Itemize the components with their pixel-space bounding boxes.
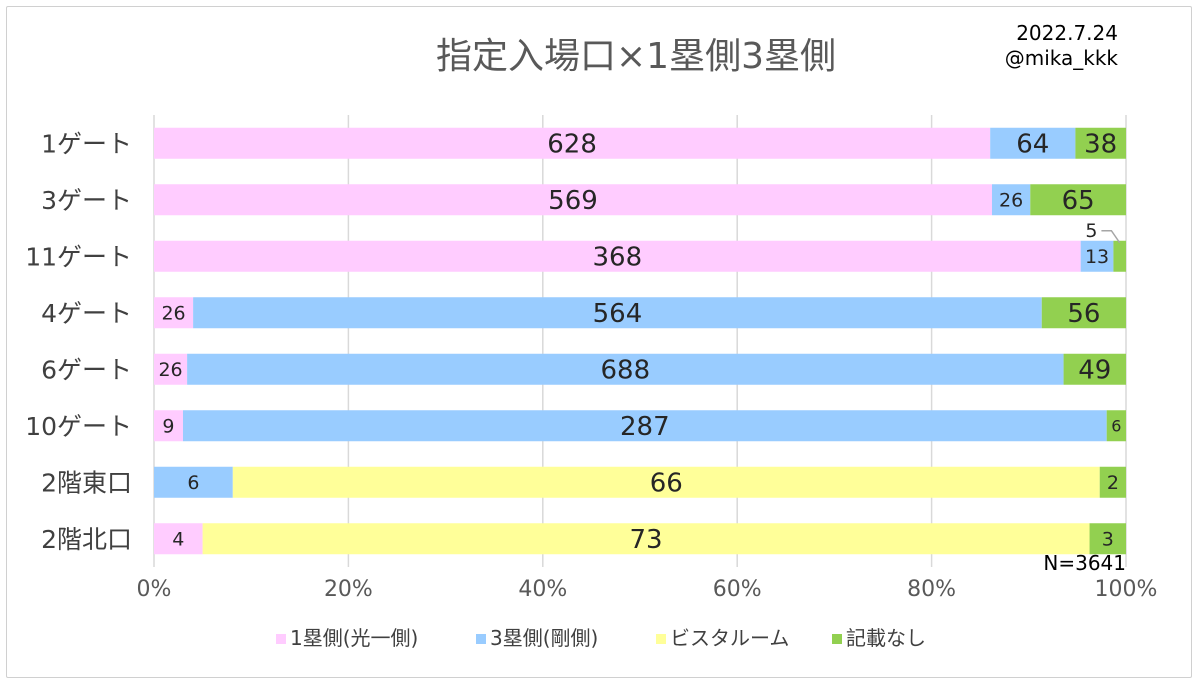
data-label: 38 — [1084, 130, 1117, 160]
data-label: 26 — [999, 190, 1023, 212]
bar-segment — [182, 410, 1107, 442]
chart-frame — [6, 6, 1192, 678]
bar-segment — [154, 127, 991, 159]
data-label: 26 — [158, 359, 182, 381]
bar-segment — [193, 297, 1042, 329]
data-label: 9 — [162, 416, 174, 438]
bar-segment — [154, 184, 992, 216]
bar-segment — [154, 353, 188, 385]
bar-segment — [991, 184, 1031, 216]
bar-segment — [1099, 466, 1126, 498]
x-tick-label: 100% — [1095, 577, 1158, 602]
sample-size-note: N=3641 — [1043, 551, 1126, 575]
legend-swatch — [832, 634, 842, 644]
category-label: 2階北口 — [41, 525, 132, 554]
x-tick-label: 60% — [713, 577, 762, 602]
legend-swatch — [476, 634, 486, 644]
bar-segment — [990, 127, 1076, 159]
category-label: 1ゲート — [41, 129, 132, 158]
legend: 1塁側(光一側) 3塁側(剛側) ビスタルーム 記載なし — [276, 626, 926, 650]
data-label: 49 — [1078, 356, 1111, 386]
bar-segment — [1063, 353, 1126, 385]
bar-segment — [154, 523, 203, 555]
data-label: 569 — [548, 186, 598, 216]
category-labels: 1ゲート 3ゲート 11ゲート 4ゲート 6ゲート 10ゲート 2階東口 2階北口 — [25, 129, 132, 554]
bar-segment — [1113, 240, 1126, 272]
data-label: 64 — [1016, 130, 1049, 160]
data-label: 65 — [1062, 186, 1095, 216]
data-label: 13 — [1085, 246, 1109, 268]
data-label: 6 — [1111, 417, 1121, 436]
bar-segment — [232, 466, 1100, 498]
x-tick-label: 40% — [518, 577, 567, 602]
legend-swatch — [656, 634, 666, 644]
x-tick-label: 20% — [324, 577, 373, 602]
data-label: 56 — [1067, 299, 1100, 329]
data-label: 688 — [601, 356, 651, 386]
data-label: 5 — [1085, 220, 1097, 242]
chart-author: @mika_kkk — [1005, 46, 1119, 70]
bar-segment — [1106, 410, 1126, 442]
x-tick-labels: 0% 20% 40% 60% 80% 100% — [137, 577, 1158, 602]
bar-segment — [202, 523, 1090, 555]
data-label: 2 — [1107, 472, 1119, 494]
category-label: 3ゲート — [41, 186, 132, 215]
bar-segment — [154, 410, 183, 442]
data-label: 287 — [620, 412, 670, 442]
data-label: 4 — [172, 529, 184, 551]
category-label: 4ゲート — [41, 299, 132, 328]
bar-segment — [1075, 127, 1126, 159]
legend-entry: 記載なし — [846, 626, 926, 650]
legend-swatch — [276, 634, 286, 644]
bar-segment — [154, 240, 1081, 272]
legend-entry: ビスタルーム — [670, 626, 789, 650]
category-label: 6ゲート — [41, 355, 132, 384]
data-label: 628 — [547, 130, 597, 160]
gridlines — [153, 115, 1127, 567]
x-tick-label: 80% — [907, 577, 956, 602]
bar-segment — [1030, 184, 1126, 216]
data-label: 564 — [593, 299, 643, 329]
data-label: 26 — [161, 303, 185, 325]
legend-entry: 3塁側(剛側) — [490, 626, 598, 650]
category-label: 10ゲート — [25, 412, 132, 441]
bar-segment — [154, 466, 233, 498]
bar-segment — [187, 353, 1064, 385]
bar-segment — [1089, 523, 1126, 555]
leader-line — [1101, 230, 1121, 244]
data-label: 368 — [593, 243, 643, 273]
legend-entry: 1塁側(光一側) — [290, 626, 418, 650]
data-label: 73 — [630, 525, 663, 555]
chart-title: 指定入場口×1塁側3塁側 — [436, 36, 836, 77]
data-label: 6 — [187, 472, 199, 494]
data-label: 3 — [1102, 529, 1114, 551]
data-label: 66 — [650, 469, 683, 499]
bar-segment — [1080, 240, 1114, 272]
x-tick-label: 0% — [137, 577, 172, 602]
category-label: 11ゲート — [25, 242, 132, 271]
chart-date: 2022.7.24 — [1016, 21, 1118, 45]
bar-segment — [1041, 297, 1126, 329]
category-label: 2階東口 — [41, 468, 132, 497]
bar-segment — [154, 297, 194, 329]
